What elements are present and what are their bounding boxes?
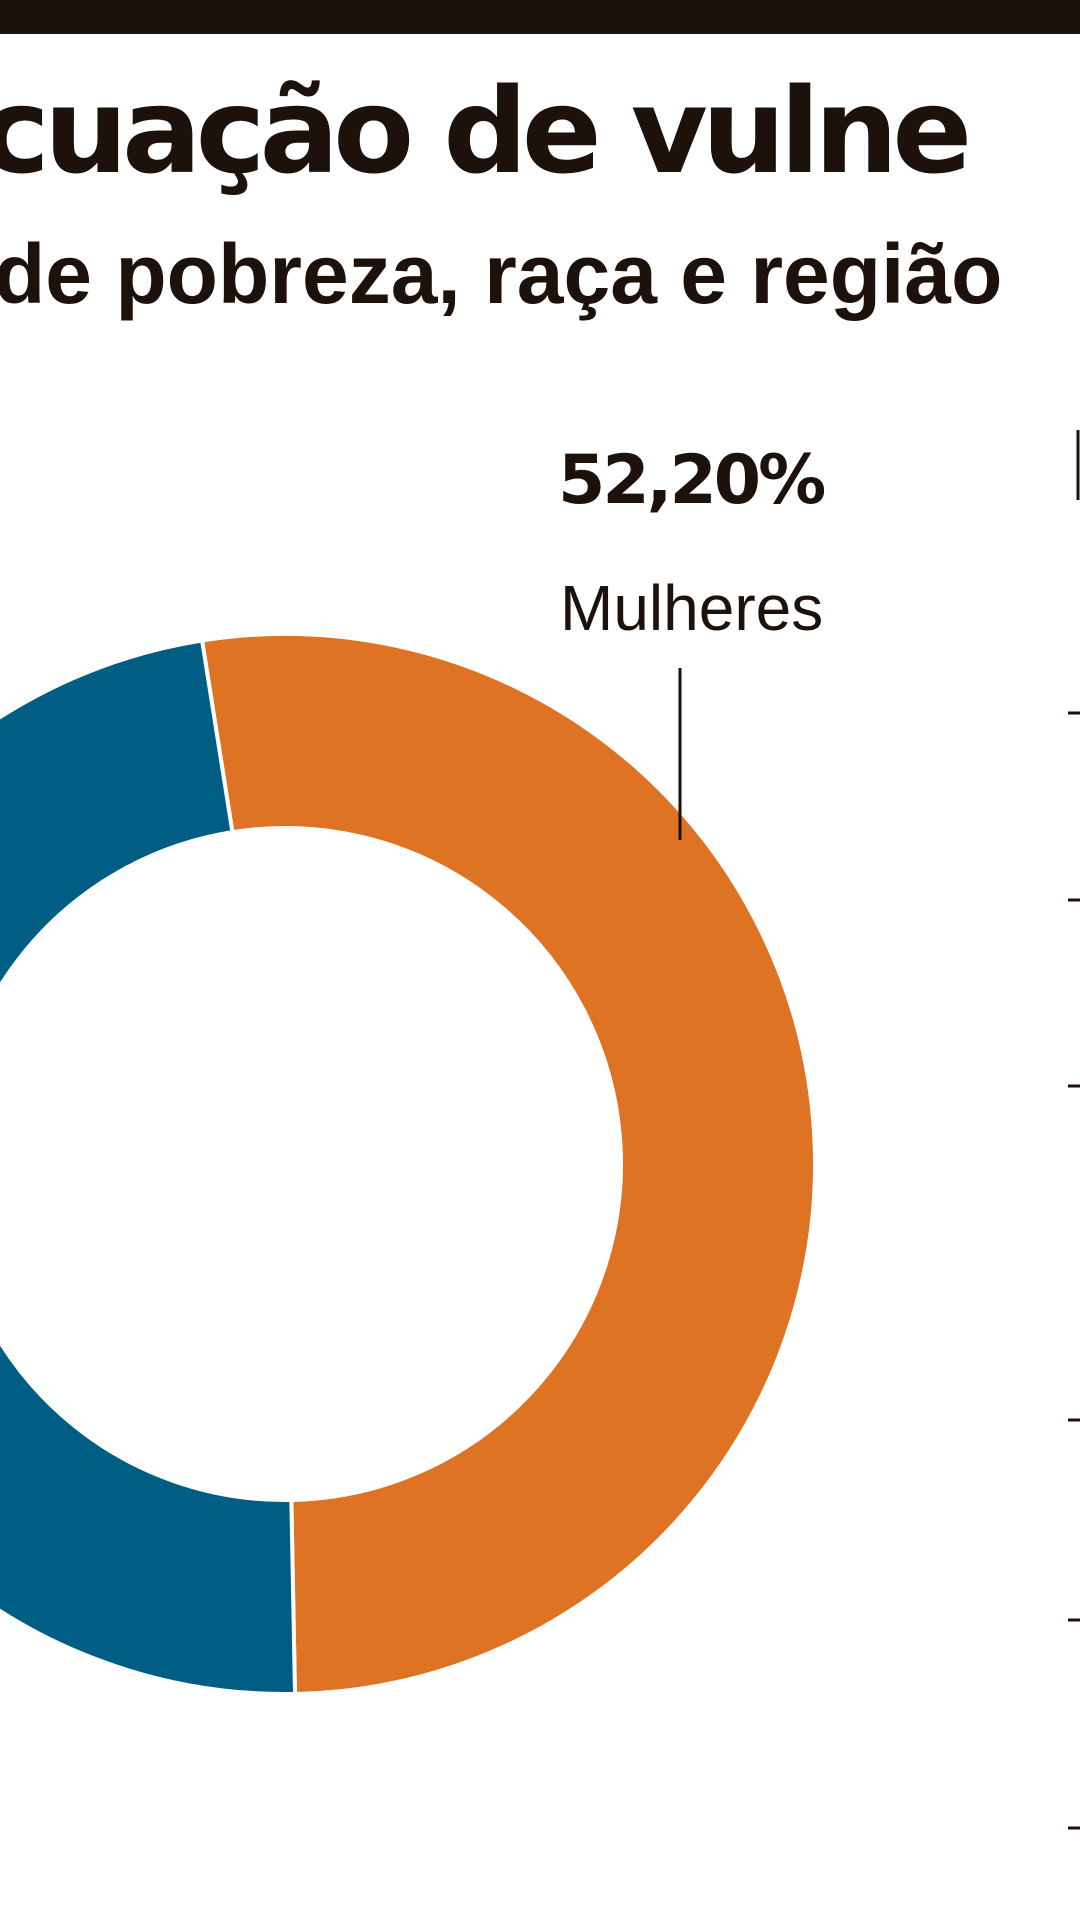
donut-slices [0,632,817,1696]
right-panel-ticks [1068,430,1080,1830]
chart-subtitle: de pobreza, raça e região [0,227,1003,321]
top-rule [0,0,1080,34]
chart-title: cuação de vulne [0,62,972,200]
mulheres-category-label: Mulheres [560,572,823,644]
slice-mulheres [199,632,817,1696]
mulheres-value-label: 52,20% [558,441,824,520]
slice-other [0,638,298,1696]
